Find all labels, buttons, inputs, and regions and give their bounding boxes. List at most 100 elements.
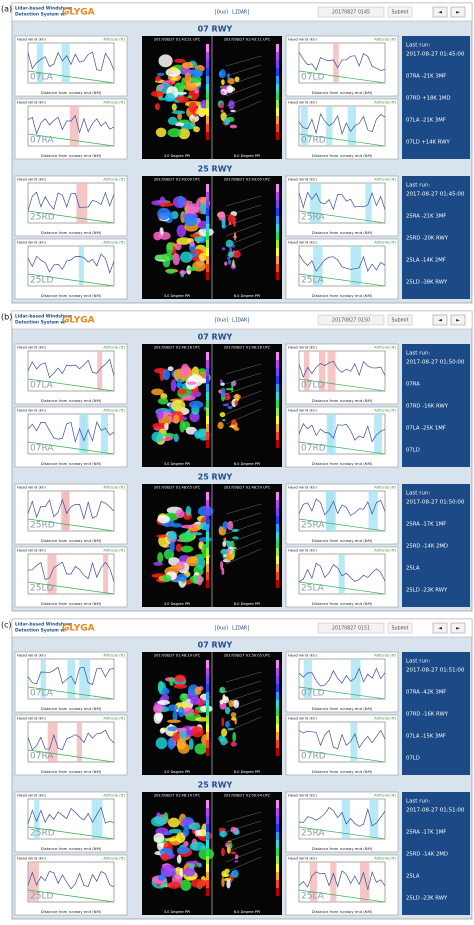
- next-button[interactable]: [450, 622, 466, 634]
- submit-button[interactable]: [387, 622, 413, 634]
- y-axis-label: Head wind (kn): [17, 485, 46, 490]
- x-axis-label: Distance from runway end (NM): [41, 538, 102, 543]
- echo-blob: [180, 879, 192, 891]
- echo-blob: [156, 534, 168, 538]
- plot-area: [27, 245, 115, 287]
- alert-band: [313, 246, 323, 286]
- colorbar-cell: [276, 832, 279, 840]
- echo-blob: [156, 409, 164, 420]
- ppi-label: 3.0 Degree PPI: [164, 910, 190, 914]
- colorbar-cell: [206, 216, 209, 224]
- section-title: 25 RWY: [198, 165, 233, 174]
- beam-line: [225, 213, 262, 227]
- echo-blob: [222, 418, 226, 422]
- colorbar-cell: [276, 808, 279, 816]
- colorbar-cell: [206, 376, 209, 384]
- next-button[interactable]: [450, 314, 466, 326]
- runway-label: 25LD: [30, 276, 53, 286]
- echo-blob: [218, 70, 223, 78]
- colorbar-cell: [276, 124, 279, 132]
- echo-blob: [153, 561, 163, 566]
- status-row: 25LD -38K RWY: [406, 280, 448, 286]
- submit-label: Submit: [391, 626, 408, 632]
- status-row: 07RD +18K 1MD: [406, 96, 451, 102]
- colorbar-cell: [206, 532, 209, 540]
- colorbar-cell: [276, 816, 279, 824]
- status-row: 25RA -17K 1MF: [406, 522, 446, 528]
- submit-button[interactable]: [387, 314, 413, 326]
- wind-plot: [285, 175, 399, 237]
- colorbar-cell: [206, 352, 209, 360]
- echo-blob: [153, 832, 165, 843]
- echo-blob: [176, 91, 188, 95]
- ppi-label: 6.0 Degree PPI: [234, 910, 260, 914]
- colorbar-cell: [276, 76, 279, 84]
- plot-area: [27, 42, 115, 84]
- last-run-time: 2017-08-27 01:51:00: [406, 808, 465, 814]
- echo-blob: [167, 116, 178, 125]
- status-row: 25LA -14K 2MF: [406, 258, 446, 264]
- next-button[interactable]: [450, 6, 466, 18]
- wind-plot: [14, 343, 128, 405]
- echo-blob: [187, 266, 198, 271]
- beam-line: [225, 521, 262, 535]
- echo-blob: [186, 556, 199, 567]
- alert-band: [326, 491, 336, 531]
- echo-blob: [180, 122, 196, 130]
- echo-blob: [166, 242, 173, 255]
- y-axis-label: Head wind (kn): [17, 37, 46, 42]
- echo-blob: [220, 548, 228, 556]
- colorbar-cell: [276, 248, 279, 256]
- echo-blob: [186, 876, 197, 880]
- echo-blob: [220, 560, 224, 570]
- alert-band: [69, 106, 79, 146]
- echo-blob: [194, 743, 207, 755]
- y-axis-label: Head wind (kn): [288, 548, 317, 553]
- colorbar-cell: [206, 124, 209, 132]
- colorbar-cell: [276, 52, 279, 60]
- last-run-label: Last run:: [406, 183, 430, 189]
- echo-blob: [159, 84, 165, 89]
- colorbar-cell: [206, 864, 209, 872]
- echo-blob: [219, 379, 223, 383]
- prev-button[interactable]: [432, 6, 448, 18]
- altitude-line: [27, 273, 115, 287]
- colorbar-cell: [276, 508, 279, 516]
- colorbar-cell: [276, 880, 279, 888]
- next-arrow: ►: [456, 626, 460, 632]
- submit-button[interactable]: [387, 6, 413, 18]
- colorbar-cell: [276, 864, 279, 872]
- echo-blob: [225, 553, 233, 562]
- y2-axis-label: Altitude (ft): [103, 856, 125, 861]
- colorbar-cell: [276, 360, 279, 368]
- runway-label: 25LA: [301, 892, 325, 902]
- echo-blob: [164, 93, 176, 102]
- prev-button[interactable]: [432, 622, 448, 634]
- runway-label: 07RA: [30, 444, 54, 454]
- beam-line: [225, 64, 262, 77]
- app-title: Lidar-based Windshear: [15, 622, 73, 628]
- y2-axis-label: Altitude (ft): [374, 793, 396, 798]
- colorbar-cell: [276, 224, 279, 232]
- x-axis-label: Distance from runway end (NM): [41, 398, 102, 403]
- y2-axis-label: Altitude (ft): [374, 177, 396, 182]
- echo-blob: [232, 218, 236, 228]
- echo-blob: [221, 870, 227, 878]
- alert-band: [304, 351, 310, 391]
- plot-area: [298, 861, 386, 903]
- status-row: 07LA -21K 3MF: [406, 118, 446, 124]
- echo-blob: [159, 727, 166, 734]
- ppi-label: 6.0 Degree PPI: [234, 462, 260, 466]
- echo-blob: [222, 403, 229, 407]
- y2-axis-label: Altitude (ft): [374, 716, 396, 721]
- prev-button[interactable]: [432, 314, 448, 326]
- echo-blob: [224, 706, 231, 715]
- runway-label: 07RA: [30, 752, 54, 762]
- echo-blob: [226, 256, 231, 260]
- echo-blob: [178, 128, 190, 140]
- colorbar-cell: [206, 564, 209, 572]
- echo-blob: [219, 412, 226, 418]
- alert-band: [100, 414, 109, 454]
- echo-blob: [201, 99, 207, 110]
- echo-blob: [221, 247, 226, 251]
